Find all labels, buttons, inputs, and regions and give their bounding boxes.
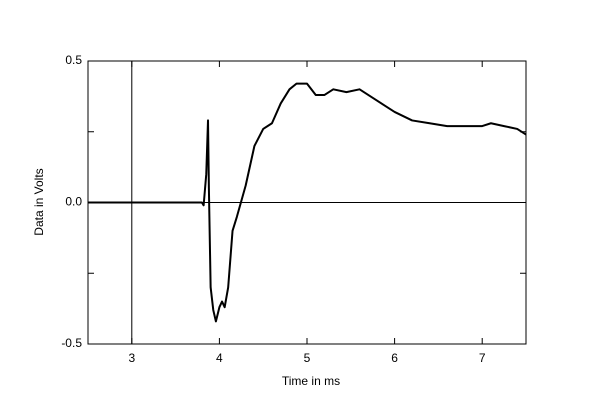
y-tick-label: 0.0 [65,195,82,209]
x-tick-label: 4 [216,351,223,365]
y-tick-label: 0.5 [65,53,82,67]
x-axis-label: Time in ms [282,374,340,388]
x-tick-label: 3 [128,351,135,365]
line-series [88,82,527,323]
x-tick-label: 5 [304,351,311,365]
y-tick-label: -0.5 [61,336,82,350]
y-axis-label: Data in Volts [32,168,46,235]
x-tick-label: 7 [479,351,486,365]
x-tick-label: 6 [391,351,398,365]
